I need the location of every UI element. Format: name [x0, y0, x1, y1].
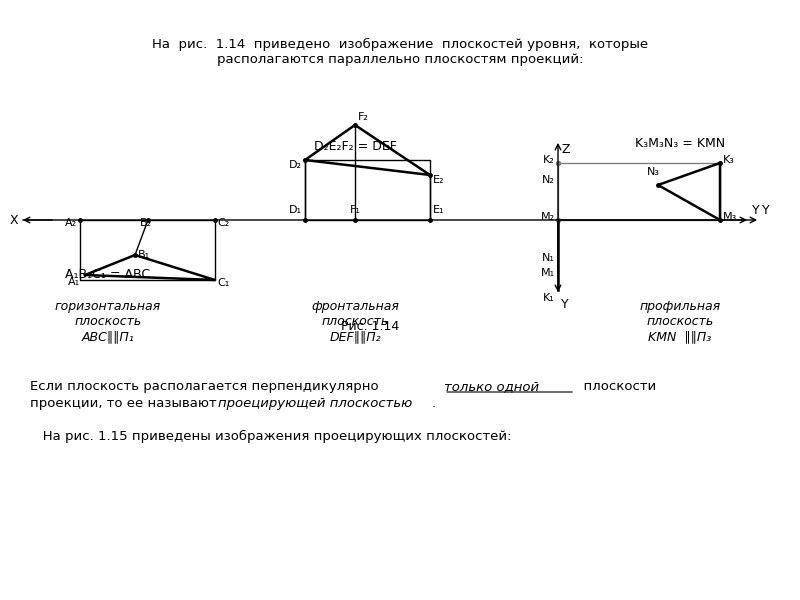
Text: B₂: B₂ — [140, 218, 152, 228]
Text: Z: Z — [561, 143, 570, 156]
Text: D₂E₂F₂ = DEF: D₂E₂F₂ = DEF — [314, 140, 397, 153]
Text: A₁: A₁ — [68, 277, 80, 287]
Text: D₂: D₂ — [289, 160, 302, 170]
Text: N₂: N₂ — [542, 175, 555, 185]
Text: X: X — [10, 214, 18, 226]
Text: плоскости: плоскости — [575, 380, 656, 393]
Text: горизонтальная
плоскость
ABC∥∥Π₁: горизонтальная плоскость ABC∥∥Π₁ — [55, 300, 161, 343]
Text: M₁: M₁ — [541, 268, 555, 278]
Text: Y: Y — [752, 204, 760, 217]
Text: E₂: E₂ — [433, 175, 445, 185]
Text: Если плоскость располагается перпендикулярно: Если плоскость располагается перпендикул… — [30, 380, 383, 393]
Text: C₂: C₂ — [217, 218, 230, 228]
Text: A₁B₁C₁ = ABC: A₁B₁C₁ = ABC — [66, 268, 150, 281]
Text: проецирующей плоскостью: проецирующей плоскостью — [218, 397, 412, 410]
Text: фронтальная
плоскость
DEF∥∥Π₂: фронтальная плоскость DEF∥∥Π₂ — [311, 300, 399, 343]
Text: .: . — [432, 397, 436, 410]
Text: C₁: C₁ — [217, 278, 230, 288]
Text: K₁: K₁ — [543, 293, 555, 303]
Text: M₃: M₃ — [723, 212, 738, 222]
Text: K₂: K₂ — [543, 155, 555, 165]
Text: Y: Y — [561, 298, 569, 311]
Text: F₂: F₂ — [358, 112, 369, 122]
Text: На рис. 1.15 приведены изображения проецирующих плоскостей:: На рис. 1.15 приведены изображения проец… — [30, 430, 511, 443]
Text: Y: Y — [762, 204, 770, 217]
Text: профильная
плоскость
KMN  ∥∥Π₃: профильная плоскость KMN ∥∥Π₃ — [639, 300, 721, 343]
Text: На  рис.  1.14  приведено  изображение  плоскостей уровня,  которые
располагаютс: На рис. 1.14 приведено изображение плоск… — [152, 38, 648, 66]
Text: K₃: K₃ — [723, 155, 735, 165]
Text: A₂: A₂ — [65, 218, 77, 228]
Text: N₁: N₁ — [542, 253, 555, 263]
Text: Рис. 1.14: Рис. 1.14 — [341, 320, 399, 333]
Text: M₂: M₂ — [541, 212, 555, 222]
Text: B₁: B₁ — [138, 250, 150, 260]
Text: только одной: только одной — [444, 380, 539, 393]
Text: N₃: N₃ — [646, 167, 659, 177]
Text: F₁: F₁ — [350, 205, 361, 215]
Text: D₁: D₁ — [289, 205, 302, 215]
Text: проекции, то ее называют: проекции, то ее называют — [30, 397, 221, 410]
Text: K₃M₃N₃ = KMN: K₃M₃N₃ = KMN — [635, 137, 725, 150]
Text: E₁: E₁ — [433, 205, 445, 215]
